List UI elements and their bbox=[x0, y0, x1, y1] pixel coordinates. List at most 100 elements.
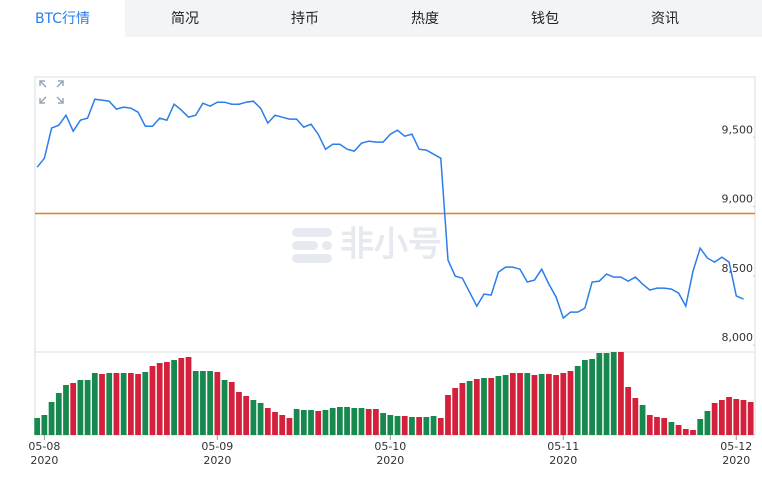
volume-bar bbox=[221, 380, 228, 435]
x-tick-sublabel: 2020 bbox=[722, 454, 750, 467]
volume-bar bbox=[185, 357, 192, 435]
volume-bar bbox=[545, 374, 552, 435]
volume-bar bbox=[697, 419, 704, 435]
volume-bar bbox=[286, 418, 293, 435]
volume-bar bbox=[63, 385, 69, 435]
volume-bar bbox=[41, 415, 48, 435]
volume-bar bbox=[567, 371, 574, 435]
volume-bar bbox=[646, 415, 653, 435]
volume-bar bbox=[70, 383, 77, 435]
volume-bar bbox=[531, 375, 538, 435]
x-tick-sublabel: 2020 bbox=[30, 454, 58, 467]
x-tick-label: 05-10 bbox=[374, 440, 406, 453]
volume-bar bbox=[329, 408, 336, 435]
x-tick-sublabel: 2020 bbox=[376, 454, 404, 467]
volume-bar bbox=[618, 352, 624, 435]
x-tick-sublabel: 2020 bbox=[549, 454, 577, 467]
volume-bar bbox=[574, 366, 581, 435]
volume-bar bbox=[416, 417, 423, 435]
volume-bar bbox=[336, 407, 343, 435]
volume-bar bbox=[113, 373, 120, 435]
tab[interactable]: 钱包 bbox=[531, 11, 559, 27]
volume-bar bbox=[747, 402, 754, 435]
volume-bar bbox=[625, 387, 632, 435]
volume-bar bbox=[509, 373, 516, 435]
volume-bar bbox=[718, 400, 725, 435]
volume-bar bbox=[733, 399, 740, 435]
x-tick-label: 05-11 bbox=[547, 440, 579, 453]
volume-bar bbox=[560, 373, 567, 435]
volume-bar bbox=[358, 408, 365, 435]
tab[interactable]: 资讯 bbox=[651, 11, 679, 27]
volume-bar bbox=[228, 382, 235, 435]
tab-bar bbox=[0, 0, 762, 37]
watermark-logo bbox=[292, 228, 332, 263]
tab[interactable]: BTC行情 bbox=[35, 11, 90, 27]
volume-bar bbox=[142, 372, 149, 435]
volume-bar bbox=[596, 353, 603, 435]
tab[interactable]: 热度 bbox=[411, 11, 439, 27]
tab-active-bg bbox=[0, 0, 125, 37]
volume-bar bbox=[488, 378, 495, 435]
volume-bar bbox=[380, 413, 386, 435]
volume-bar bbox=[603, 353, 610, 435]
volume-bar bbox=[394, 416, 401, 435]
volume-bar bbox=[214, 372, 221, 435]
volume-bar bbox=[308, 410, 314, 435]
volume-bar bbox=[77, 380, 84, 435]
volume-bar bbox=[502, 375, 509, 435]
volume-bar bbox=[106, 373, 113, 435]
volume-bar bbox=[250, 400, 257, 435]
volume-bar bbox=[322, 410, 329, 435]
volume-bar bbox=[704, 411, 711, 435]
volume-bar bbox=[445, 395, 451, 435]
volume-bar bbox=[264, 408, 271, 435]
volume-bar bbox=[661, 418, 668, 435]
x-tick-label: 05-08 bbox=[28, 440, 60, 453]
volume-bar bbox=[99, 374, 105, 435]
volume-bar bbox=[409, 417, 415, 435]
volume-bar bbox=[401, 416, 408, 435]
volume-bar bbox=[48, 402, 55, 435]
volume-bar bbox=[481, 378, 487, 435]
volume-bar bbox=[589, 359, 595, 435]
volume-bar bbox=[243, 396, 250, 435]
volume-bar bbox=[430, 416, 437, 435]
volume-bar bbox=[654, 417, 660, 435]
volume-bar bbox=[466, 381, 473, 435]
volume-bar bbox=[459, 383, 466, 435]
x-tick-label: 05-09 bbox=[201, 440, 233, 453]
volume-bar bbox=[711, 403, 718, 435]
volume-bar bbox=[437, 418, 444, 435]
volume-bar bbox=[207, 371, 214, 435]
volume-bar bbox=[34, 418, 41, 435]
volume-bar bbox=[668, 422, 675, 435]
volume-bar bbox=[135, 374, 141, 435]
volume-bar bbox=[387, 415, 394, 435]
volume-bar bbox=[55, 393, 62, 435]
volume-bar bbox=[639, 405, 646, 435]
tab[interactable]: 持币 bbox=[291, 11, 319, 27]
volume-bar bbox=[257, 403, 264, 435]
watermark: 非小号 bbox=[340, 225, 442, 265]
volume-bar bbox=[279, 415, 286, 435]
volume-bar bbox=[524, 373, 531, 435]
volume-bar bbox=[178, 358, 185, 435]
volume-bar bbox=[675, 425, 682, 435]
volume-bar bbox=[120, 373, 127, 435]
volume-bar bbox=[610, 352, 617, 435]
volume-bar bbox=[200, 371, 206, 435]
volume-bar bbox=[300, 410, 307, 435]
volume-bar bbox=[538, 374, 545, 435]
volume-bar bbox=[373, 409, 379, 435]
volume-bar bbox=[156, 363, 163, 435]
tab[interactable]: 简况 bbox=[171, 10, 199, 27]
volume-bar bbox=[272, 412, 278, 435]
volume-bar bbox=[495, 376, 502, 435]
x-tick-label: 05-12 bbox=[720, 440, 752, 453]
volume-bar bbox=[582, 360, 588, 435]
volume-bar bbox=[315, 411, 322, 435]
volume-bar bbox=[365, 409, 372, 435]
